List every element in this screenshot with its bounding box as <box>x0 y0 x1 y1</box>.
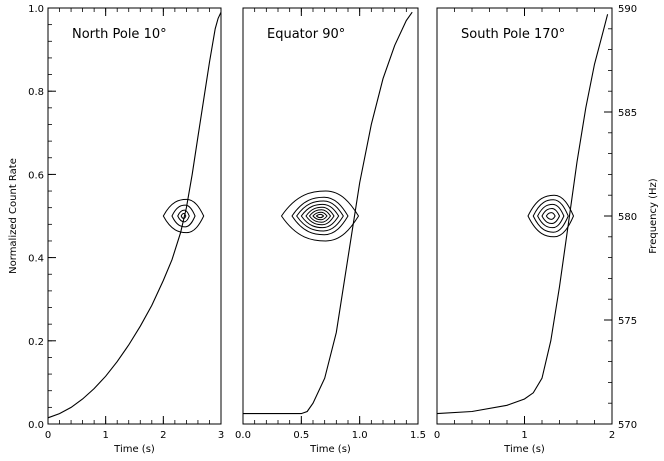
panel-north-pole: North Pole 10° Time (s) Normalized Count… <box>8 4 224 455</box>
data-curve <box>47 11 222 419</box>
x-tick-label: 0 <box>434 430 440 441</box>
x-tick-label: 1.0 <box>352 430 368 441</box>
panel-title: South Pole 170° <box>461 27 565 42</box>
contour-ring <box>291 196 349 236</box>
x-tick-label: 0.0 <box>235 430 251 441</box>
y-tick-label: 580 <box>618 212 637 223</box>
y-tick-label: 0.6 <box>28 170 44 181</box>
plot-frame <box>436 7 613 425</box>
contour-ring <box>177 209 190 223</box>
panel-title: North Pole 10° <box>72 27 167 42</box>
y-axis-title: Frequency (Hz) <box>648 178 659 254</box>
contour-ring <box>296 200 344 232</box>
y-axis-title: Normalized Count Rate <box>8 158 19 274</box>
x-tick-label: 3 <box>218 430 224 441</box>
panel-south-pole: South Pole 170° Time (s) Frequency (Hz) … <box>434 4 659 455</box>
x-tick-label: 0 <box>45 430 51 441</box>
x-tick-label: 0.5 <box>293 430 309 441</box>
contour-ring <box>171 204 196 228</box>
x-axis-title: Time (s) <box>503 444 545 455</box>
y-tick-label: 0.4 <box>28 254 44 265</box>
contour-ring <box>541 208 561 224</box>
contour-ring <box>180 213 187 219</box>
plot-frame <box>47 7 222 425</box>
contour-ring <box>280 190 360 242</box>
contour-ring <box>527 194 575 238</box>
contour-ring <box>162 198 205 234</box>
x-tick-label: 2 <box>609 430 615 441</box>
y-tick-label: 575 <box>618 316 637 327</box>
contour-ring <box>545 212 556 220</box>
x-axis-title: Time (s) <box>113 444 155 455</box>
y-tick-label: 0.0 <box>28 420 44 431</box>
y-tick-label: 1.0 <box>28 4 44 15</box>
x-tick-label: 1.5 <box>410 430 426 441</box>
data-curve <box>436 14 609 415</box>
contour-ring <box>312 211 328 221</box>
panel-title: Equator 90° <box>267 27 345 42</box>
y-tick-label: 0.2 <box>28 337 44 348</box>
y-tick-label: 585 <box>618 108 637 119</box>
x-tick-label: 1 <box>521 430 527 441</box>
y-tick-label: 0.8 <box>28 87 44 98</box>
panel-equator: Equator 90° Time (s) 0.0 0.5 1.0 1.5 <box>235 7 426 455</box>
contour-ring <box>532 199 569 233</box>
data-curve <box>243 11 413 415</box>
y-tick-label: 590 <box>618 4 637 15</box>
contour-ring <box>305 206 335 226</box>
contour-ring <box>308 209 332 223</box>
plot-frame <box>242 7 419 425</box>
x-tick-label: 2 <box>160 430 166 441</box>
x-tick-label: 1 <box>102 430 108 441</box>
contour-ring <box>537 203 565 229</box>
y-tick-label: 570 <box>618 420 637 431</box>
contour-ring <box>300 203 340 229</box>
contour-ring <box>315 213 325 219</box>
x-axis-title: Time (s) <box>309 444 351 455</box>
